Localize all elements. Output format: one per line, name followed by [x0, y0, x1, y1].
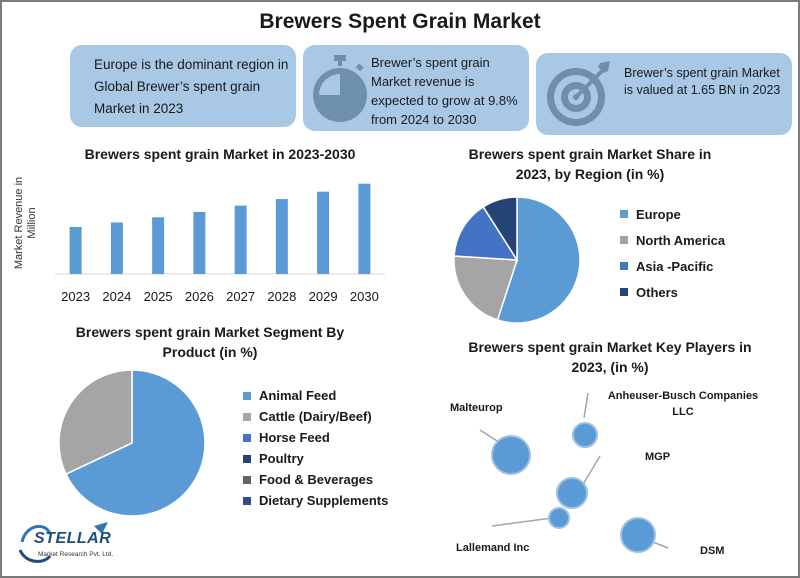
- product-legend-item: Poultry: [243, 448, 388, 469]
- target-icon: [544, 59, 614, 129]
- region-pie-chart: [453, 196, 581, 324]
- legend-swatch: [620, 288, 628, 296]
- bubble-anheuser-busch: [572, 422, 598, 448]
- player-label-dsm: DSM: [700, 545, 725, 557]
- page-title: Brewers Spent Grain Market: [259, 10, 541, 33]
- x-tick-label: 2025: [144, 289, 173, 304]
- highlight-text: Brewer’s spent grain Market revenue is e…: [371, 55, 518, 127]
- legend-label: Others: [636, 284, 678, 300]
- x-tick-label: 2026: [185, 289, 214, 304]
- highlight-box-europe: Europe is the dominant region in Global …: [70, 45, 296, 127]
- legend-label: North America: [636, 232, 726, 248]
- company-logo: STELLAR Market Research Pvt. Ltd.: [16, 520, 126, 570]
- product-legend-item: Food & Beverages: [243, 469, 388, 490]
- region-slice-north-america: [453, 255, 519, 321]
- x-tick-label: 2023: [61, 289, 90, 304]
- legend-swatch: [243, 475, 251, 484]
- connector-line: [581, 455, 601, 487]
- region-legend-item: Asia -Pacific: [620, 253, 725, 279]
- region-legend-item: Europe: [620, 201, 725, 227]
- region-slice-others: [482, 196, 518, 263]
- legend-label: Dietary Supplements: [259, 493, 389, 508]
- legend-swatch: [243, 454, 251, 463]
- bar-chart-ylabel: Market Revenue in Million: [13, 176, 38, 270]
- bar-2023: [69, 227, 82, 274]
- product-legend-item: Animal Feed: [243, 385, 388, 406]
- highlight-text: Europe is the dominant region in Global …: [94, 57, 289, 116]
- region-legend-item: Others: [620, 279, 725, 305]
- bar-2028: [275, 199, 288, 274]
- legend-label: Poultry: [259, 451, 304, 466]
- legend-swatch: [620, 262, 628, 270]
- region-slice-asia-pacific: [453, 205, 519, 261]
- bar-2026: [193, 211, 206, 274]
- legend-swatch: [243, 433, 251, 442]
- bar-2027: [234, 205, 247, 274]
- connector-line: [583, 392, 589, 419]
- connector-line: [491, 517, 553, 527]
- region-pie-title: Brewers spent grain Market Share in 2023…: [468, 146, 712, 182]
- highlight-box-growth: Brewer’s spent grain Market revenue is e…: [303, 45, 529, 131]
- legend-label: Food & Beverages: [259, 472, 374, 487]
- legend-label: Cattle (Dairy/Beef): [259, 409, 372, 424]
- stopwatch-icon: [309, 53, 371, 125]
- legend-label: Horse Feed: [259, 430, 330, 445]
- x-tick-label: 2027: [226, 289, 255, 304]
- product-legend-item: Horse Feed: [243, 427, 388, 448]
- x-tick-label: 2024: [102, 289, 131, 304]
- bar-2025: [152, 217, 165, 274]
- x-tick-label: 2029: [309, 289, 338, 304]
- product-pie-title: Brewers spent grain Market Segment By Pr…: [75, 324, 345, 360]
- players-chart-title: Brewers spent grain Market Key Players i…: [468, 339, 752, 375]
- legend-label: Europe: [636, 206, 681, 222]
- legend-label: Animal Feed: [259, 388, 337, 403]
- bubble-malteurop: [491, 435, 531, 475]
- bar-2030: [358, 183, 371, 274]
- product-legend-item: Dietary Supplements: [243, 490, 388, 511]
- players-chart: [479, 392, 669, 553]
- product-slice-cattle-dairy-beef: [58, 369, 133, 476]
- bubble-mgp: [556, 477, 588, 509]
- x-tick-label: 2030: [350, 289, 379, 304]
- product-pie-chart: [58, 369, 206, 517]
- bubble-lallemand: [548, 507, 570, 529]
- logo-name: STELLAR: [34, 530, 112, 547]
- product-legend-item: Cattle (Dairy/Beef): [243, 406, 388, 427]
- legend-swatch: [243, 496, 251, 505]
- product-slice-animal-feed: [64, 369, 206, 517]
- player-label-lallemand: Lallemand Inc: [456, 542, 530, 554]
- x-tick-label: 2028: [267, 289, 296, 304]
- bar-chart: 2023 2024 2025 2026 2027 2028 2029 2030: [55, 183, 385, 304]
- legend-swatch: [620, 236, 628, 244]
- highlight-box-value: Brewer’s spent grain Market is valued at…: [536, 53, 792, 135]
- player-label-anheuser-busch: Anheuser-Busch Companies LLC: [607, 390, 759, 418]
- region-legend: Europe North America Asia -Pacific Others: [620, 201, 725, 305]
- legend-label: Asia -Pacific: [636, 258, 714, 274]
- bar-chart-title: Brewers spent grain Market in 2023-2030: [84, 146, 356, 162]
- logo-tagline: Market Research Pvt. Ltd.: [38, 551, 114, 558]
- region-slice-europe: [496, 196, 581, 324]
- highlight-text: Brewer’s spent grain Market is valued at…: [624, 66, 781, 97]
- legend-swatch: [243, 391, 251, 400]
- player-label-mgp: MGP: [645, 451, 671, 463]
- bar-2024: [110, 222, 123, 274]
- bar-2029: [317, 191, 330, 274]
- bubble-dsm: [620, 517, 656, 553]
- legend-swatch: [243, 412, 251, 421]
- legend-swatch: [620, 210, 628, 218]
- region-legend-item: North America: [620, 227, 725, 253]
- product-legend: Animal Feed Cattle (Dairy/Beef) Horse Feed…: [243, 385, 388, 511]
- player-label-malteurop: Malteurop: [450, 402, 503, 414]
